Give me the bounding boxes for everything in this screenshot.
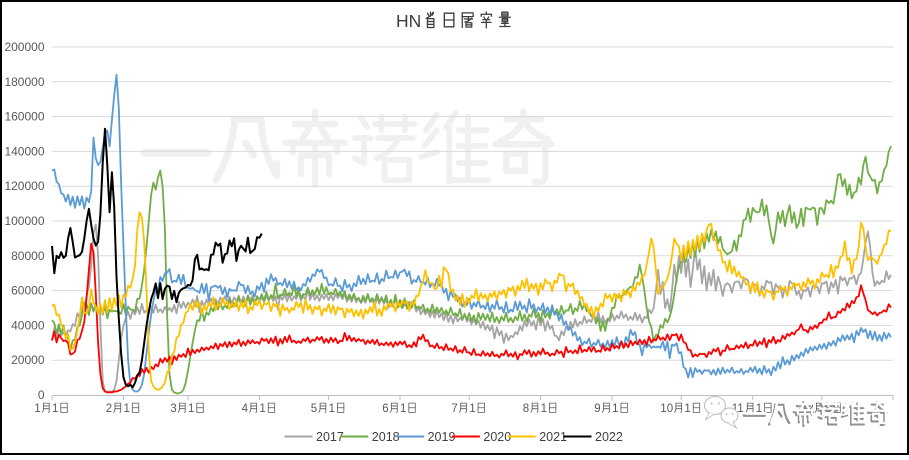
svg-text:2019: 2019 [428,430,456,444]
svg-text:7: 7 [451,403,457,415]
svg-text:40000: 40000 [11,318,45,332]
svg-text:2: 2 [106,403,112,415]
svg-text:100000: 100000 [4,214,44,228]
svg-text:HN: HN [396,11,421,31]
svg-text:1: 1 [541,403,547,415]
svg-text:1: 1 [34,403,40,415]
svg-text:1: 1 [612,403,618,415]
svg-text:1: 1 [124,403,130,415]
svg-text:60000: 60000 [11,284,45,298]
svg-text:2022: 2022 [595,430,623,444]
svg-text:10: 10 [660,403,673,415]
svg-text:5: 5 [311,403,317,415]
svg-text:6: 6 [382,403,388,415]
svg-text:1: 1 [469,403,475,415]
svg-text:140000: 140000 [4,144,44,158]
svg-text:4: 4 [242,403,249,415]
svg-text:1: 1 [684,403,690,415]
svg-text:20000: 20000 [11,353,45,367]
svg-text:2021: 2021 [539,430,567,444]
svg-text:1: 1 [188,403,194,415]
svg-text:1: 1 [259,403,265,415]
svg-text:1: 1 [52,403,58,415]
svg-text:200000: 200000 [4,40,44,54]
svg-text:8: 8 [523,403,529,415]
svg-text:1: 1 [756,403,762,415]
svg-text:1: 1 [400,403,406,415]
svg-text:9: 9 [594,403,600,415]
svg-text:11: 11 [732,403,744,415]
svg-text:1: 1 [329,403,335,415]
svg-text:120000: 120000 [4,179,44,193]
svg-text:180000: 180000 [4,75,44,89]
svg-text:2020: 2020 [483,430,511,444]
svg-text:80000: 80000 [11,249,45,263]
svg-text:0: 0 [38,388,45,402]
svg-text:3: 3 [170,403,176,415]
svg-text:2017: 2017 [316,430,344,444]
svg-text:2018: 2018 [372,430,400,444]
svg-text:160000: 160000 [4,110,44,124]
